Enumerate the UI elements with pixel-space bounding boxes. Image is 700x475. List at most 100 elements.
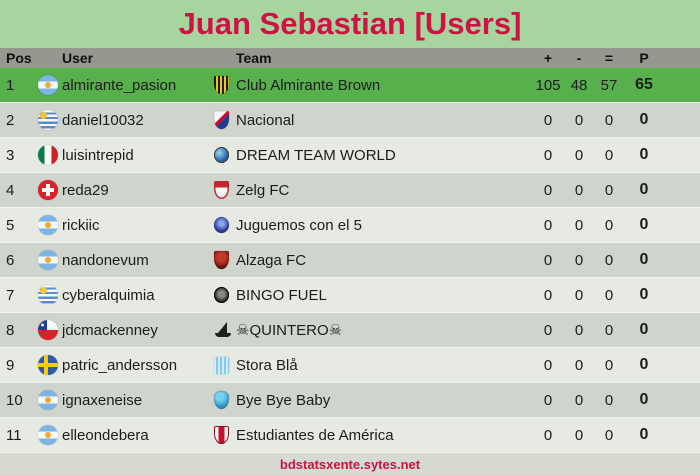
team-name-cell: ☠QUINTERO☠ (236, 322, 343, 339)
team-name-cell: Nacional (236, 111, 295, 129)
nacional-badge-icon (214, 111, 229, 129)
team-name-cell: Estudiantes de América (236, 426, 394, 444)
username-cell: daniel10032 (62, 111, 144, 129)
table-row: 9 patric_andersson Stora Blå 0 0 0 0 (0, 348, 700, 383)
column-header-points: P (639, 50, 649, 66)
draws-cell: 0 (604, 391, 614, 409)
losses-cell: 0 (574, 181, 584, 199)
wins-cell: 0 (543, 181, 553, 199)
losses-cell: 0 (574, 146, 584, 164)
points-cell: 0 (639, 321, 649, 338)
points-cell: 0 (639, 251, 649, 268)
position-cell: 3 (6, 146, 15, 164)
chile-flag-icon (38, 320, 58, 340)
site-credit-link[interactable]: bdstatsxente.sytes.net (279, 456, 421, 472)
losses-cell: 0 (574, 111, 584, 129)
estudiantes-badge-icon (214, 426, 229, 444)
sweden-flag-icon (38, 355, 58, 375)
draws-cell: 0 (604, 356, 614, 374)
wins-cell: 0 (543, 321, 553, 339)
bingo-fuel-badge-icon (214, 287, 229, 303)
column-header-pos: Pos (6, 50, 32, 66)
draws-cell: 0 (604, 321, 614, 339)
losses-cell: 0 (574, 356, 584, 374)
footer-bar: bdstatsxente.sytes.net (0, 453, 700, 475)
column-header-losses: - (576, 50, 582, 66)
draws-cell: 57 (600, 76, 618, 94)
juguemos-badge-icon (214, 217, 229, 233)
wins-cell: 0 (543, 111, 553, 129)
table-row: 2 daniel10032 Nacional 0 0 0 0 (0, 103, 700, 138)
username-cell: cyberalquimia (62, 286, 155, 304)
team-name-cell: DREAM TEAM WORLD (236, 146, 396, 164)
team-name-cell: Alzaga FC (236, 251, 307, 269)
uruguay-flag-icon (38, 110, 58, 130)
points-cell: 0 (639, 286, 649, 303)
bye-bye-baby-badge-icon (214, 391, 229, 409)
stora-bla-badge-icon (214, 356, 229, 374)
almirante-brown-badge-icon (214, 76, 229, 94)
points-cell: 0 (639, 426, 649, 443)
draws-cell: 0 (604, 111, 614, 129)
position-cell: 5 (6, 216, 15, 234)
username-cell: almirante_pasion (62, 76, 177, 94)
wins-cell: 0 (543, 356, 553, 374)
draws-cell: 0 (604, 251, 614, 269)
argentina-flag-icon (38, 425, 58, 445)
points-cell: 0 (639, 216, 649, 233)
username-cell: rickiic (62, 216, 100, 234)
table-row: 4 reda29 Zelg FC 0 0 0 0 (0, 173, 700, 208)
draws-cell: 0 (604, 216, 614, 234)
draws-cell: 0 (604, 146, 614, 164)
argentina-flag-icon (38, 75, 58, 95)
table-row: 7 cyberalquimia BINGO FUEL 0 0 0 0 (0, 278, 700, 313)
position-cell: 9 (6, 356, 15, 374)
wins-cell: 0 (543, 251, 553, 269)
position-cell: 6 (6, 251, 15, 269)
position-cell: 10 (6, 391, 23, 409)
losses-cell: 0 (574, 286, 584, 304)
draws-cell: 0 (604, 286, 614, 304)
wins-cell: 0 (543, 286, 553, 304)
title-bar: Juan Sebastian [Users] (0, 0, 700, 48)
draws-cell: 0 (604, 426, 614, 444)
dream-team-world-badge-icon (214, 147, 229, 163)
uruguay-flag-icon (38, 285, 58, 305)
position-cell: 11 (6, 426, 22, 444)
losses-cell: 0 (574, 321, 584, 339)
points-cell: 0 (639, 356, 649, 373)
table-row: 1 almirante_pasion Club Almirante Brown … (0, 68, 700, 103)
team-name-cell: Juguemos con el 5 (236, 216, 362, 234)
losses-cell: 48 (570, 76, 588, 94)
losses-cell: 0 (574, 251, 584, 269)
table-header-row: Pos User Team + - = P (0, 48, 700, 68)
quintero-badge-icon (214, 321, 231, 339)
username-cell: nandonevum (62, 251, 149, 269)
position-cell: 4 (6, 181, 15, 199)
position-cell: 8 (6, 321, 15, 339)
alzaga-badge-icon (214, 251, 229, 269)
table-body: 1 almirante_pasion Club Almirante Brown … (0, 68, 700, 453)
losses-cell: 0 (574, 426, 584, 444)
draws-cell: 0 (604, 181, 614, 199)
username-cell: reda29 (62, 181, 109, 199)
page-title: Juan Sebastian [Users] (178, 6, 522, 41)
points-cell: 0 (639, 181, 649, 198)
table-row: 8 jdcmackenney ☠QUINTERO☠ 0 0 0 0 (0, 313, 700, 348)
wins-cell: 0 (543, 426, 553, 444)
mexico-flag-icon (38, 145, 58, 165)
position-cell: 7 (6, 286, 15, 304)
position-cell: 1 (6, 76, 15, 94)
table-row: 11 elleondebera Estudiantes de América 0… (0, 418, 700, 453)
argentina-flag-icon (38, 250, 58, 270)
table-row: 10 ignaxeneise Bye Bye Baby 0 0 0 0 (0, 383, 700, 418)
table-row: 3 luisintrepid DREAM TEAM WORLD 0 0 0 0 (0, 138, 700, 173)
wins-cell: 0 (543, 146, 553, 164)
column-header-team: Team (236, 50, 272, 66)
wins-cell: 0 (543, 391, 553, 409)
team-name-cell: Stora Blå (236, 356, 298, 374)
wins-cell: 105 (535, 76, 561, 94)
username-cell: patric_andersson (62, 356, 178, 374)
losses-cell: 0 (574, 216, 584, 234)
team-name-cell: Club Almirante Brown (236, 76, 381, 94)
